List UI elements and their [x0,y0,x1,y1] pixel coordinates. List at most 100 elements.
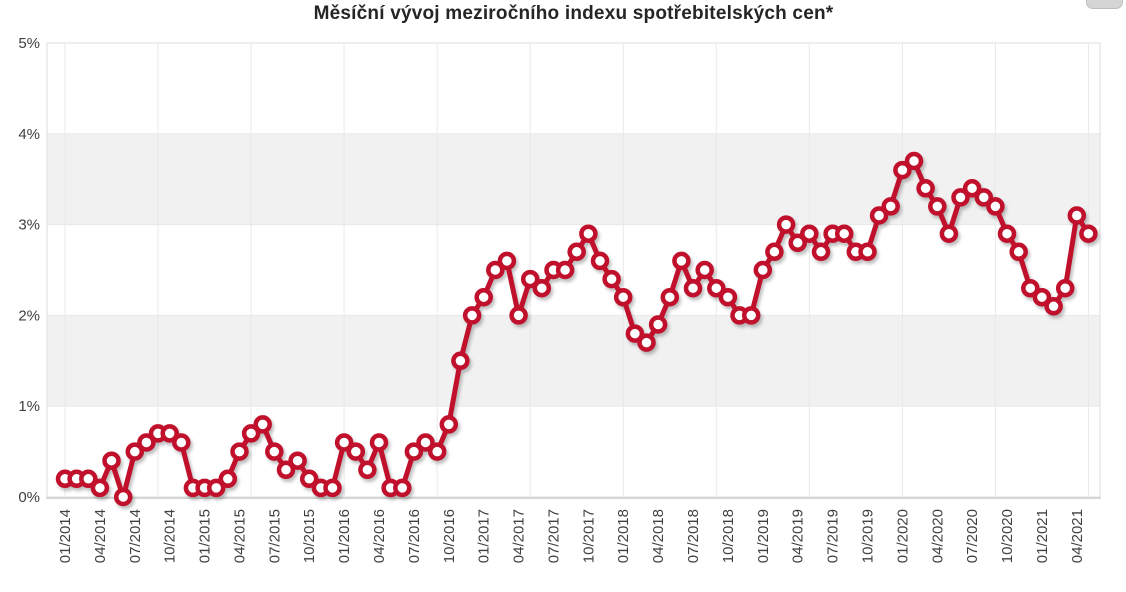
data-point[interactable] [497,251,517,271]
data-point[interactable] [997,224,1017,243]
data-point[interactable] [1079,224,1098,243]
data-point[interactable] [962,179,982,198]
data-point[interactable] [346,442,366,461]
data-point[interactable] [509,306,528,325]
x-tick-label: 01/2015 [197,509,214,563]
data-point[interactable] [707,278,726,298]
data-point[interactable] [904,151,924,171]
data-point[interactable] [567,242,586,262]
y-tick-label: 4% [18,126,40,143]
data-point[interactable] [253,415,272,434]
data-point[interactable] [265,442,284,461]
data-point[interactable] [113,487,133,507]
data-point[interactable] [474,287,493,307]
data-point[interactable] [928,197,947,216]
data-point[interactable] [811,242,831,262]
data-point[interactable] [90,478,110,498]
data-point[interactable] [1021,278,1040,298]
data-point[interactable] [939,224,959,243]
data-point[interactable] [1067,206,1087,225]
data-point[interactable] [893,160,912,180]
data-point[interactable] [881,197,900,216]
data-point[interactable] [358,460,377,480]
data-point[interactable] [660,287,680,307]
data-point[interactable] [590,251,610,271]
data-point[interactable] [974,188,994,207]
data-point[interactable] [416,433,435,452]
data-point[interactable] [579,224,598,243]
x-tick-label: 04/2017 [511,509,528,563]
data-point[interactable] [218,469,238,489]
x-tick-label: 04/2021 [1069,509,1086,563]
data-point[interactable] [451,351,470,371]
data-point[interactable] [986,197,1005,216]
data-point[interactable] [172,433,191,452]
x-tick-label: 01/2019 [755,509,772,563]
data-point[interactable] [1044,297,1063,316]
data-point[interactable] [369,433,389,452]
data-point[interactable] [462,306,482,325]
data-point[interactable] [241,424,261,443]
data-point[interactable] [520,269,540,289]
data-point[interactable] [555,260,575,280]
data-point[interactable] [1032,287,1052,307]
data-point[interactable] [288,451,307,470]
data-point[interactable] [683,278,703,298]
data-point[interactable] [230,442,249,461]
data-point[interactable] [137,433,156,452]
data-point[interactable] [427,442,447,461]
plot-band [47,315,1100,407]
data-point[interactable] [753,260,773,280]
x-tick-label: 04/2020 [929,509,946,563]
data-point[interactable] [916,179,935,198]
x-tick-label: 04/2018 [650,509,667,563]
data-point[interactable] [532,278,552,298]
data-point[interactable] [648,315,668,334]
data-point[interactable] [741,306,761,325]
data-point[interactable] [276,460,296,480]
y-tick-label: 1% [18,398,40,415]
data-point[interactable] [1055,278,1075,298]
x-tick-label: 10/2017 [580,509,597,563]
x-tick-label: 10/2015 [301,509,318,563]
x-tick-label: 04/2014 [92,509,109,563]
x-tick-label: 01/2020 [894,509,911,563]
data-point[interactable] [206,478,226,498]
data-point[interactable] [695,260,714,280]
data-point[interactable] [951,188,970,207]
data-point[interactable] [79,469,98,489]
data-point[interactable] [765,242,784,262]
data-point[interactable] [637,333,656,352]
data-point[interactable] [486,260,505,280]
data-point[interactable] [323,478,342,498]
x-tick-label: 07/2014 [127,509,144,563]
data-point[interactable] [125,442,145,461]
data-point[interactable] [869,206,889,225]
data-point[interactable] [776,215,796,234]
data-point[interactable] [102,451,121,470]
series-cpi [55,151,1098,507]
data-point[interactable] [613,287,633,307]
data-point[interactable] [834,224,854,243]
data-point[interactable] [334,433,354,452]
chart-menu-button[interactable] [1086,0,1123,9]
x-tick-label: 07/2018 [685,509,702,563]
data-point[interactable] [788,233,807,253]
data-point[interactable] [299,469,319,489]
data-point[interactable] [800,224,819,243]
data-point[interactable] [858,242,877,262]
y-tick-label: 5% [18,35,40,52]
data-point[interactable] [439,415,459,434]
x-tick-label: 07/2019 [825,509,842,563]
data-point[interactable] [1009,242,1028,262]
data-point[interactable] [672,251,691,271]
data-point[interactable] [404,442,424,461]
data-point[interactable] [393,478,412,498]
x-tick-label: 04/2015 [231,509,248,563]
data-point[interactable] [602,269,621,289]
data-point[interactable] [625,324,645,343]
data-point[interactable] [718,287,738,307]
x-tick-label: 01/2016 [336,509,353,563]
data-point[interactable] [160,424,179,443]
